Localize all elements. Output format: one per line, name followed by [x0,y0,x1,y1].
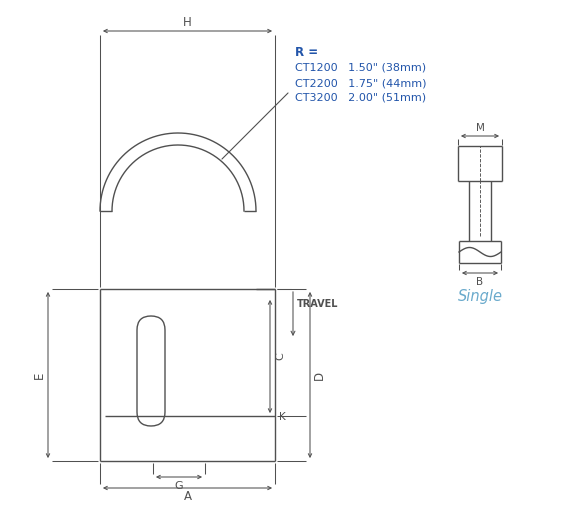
Text: R =: R = [295,46,318,59]
Text: C: C [275,353,285,361]
Text: CT1200   1.50" (38mm): CT1200 1.50" (38mm) [295,63,426,73]
Text: K: K [279,412,286,422]
Text: CT3200   2.00" (51mm): CT3200 2.00" (51mm) [295,93,426,103]
Text: B: B [476,277,484,287]
Text: CT2200   1.75" (44mm): CT2200 1.75" (44mm) [295,78,427,88]
Text: Single: Single [457,289,502,304]
Text: E: E [33,371,46,379]
Text: H: H [183,16,192,29]
Text: D: D [312,370,325,380]
Text: TRAVEL: TRAVEL [297,299,339,309]
Text: A: A [183,490,191,503]
Text: G: G [175,481,183,491]
Text: M: M [476,123,484,133]
